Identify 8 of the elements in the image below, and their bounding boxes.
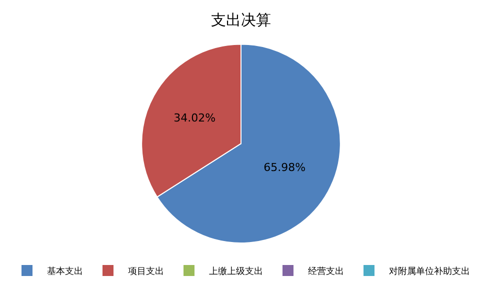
data-label: 65.98% bbox=[264, 161, 306, 174]
legend-label: 对附属单位补助支出 bbox=[389, 266, 470, 278]
legend-label: 经营支出 bbox=[308, 266, 344, 278]
legend-label: 上缴上级支出 bbox=[209, 266, 263, 278]
data-label: 34.02% bbox=[174, 112, 216, 125]
legend-label: 基本支出 bbox=[47, 266, 83, 278]
chart-title: 支出决算 bbox=[211, 11, 271, 29]
legend-label: 项目支出 bbox=[128, 266, 164, 278]
